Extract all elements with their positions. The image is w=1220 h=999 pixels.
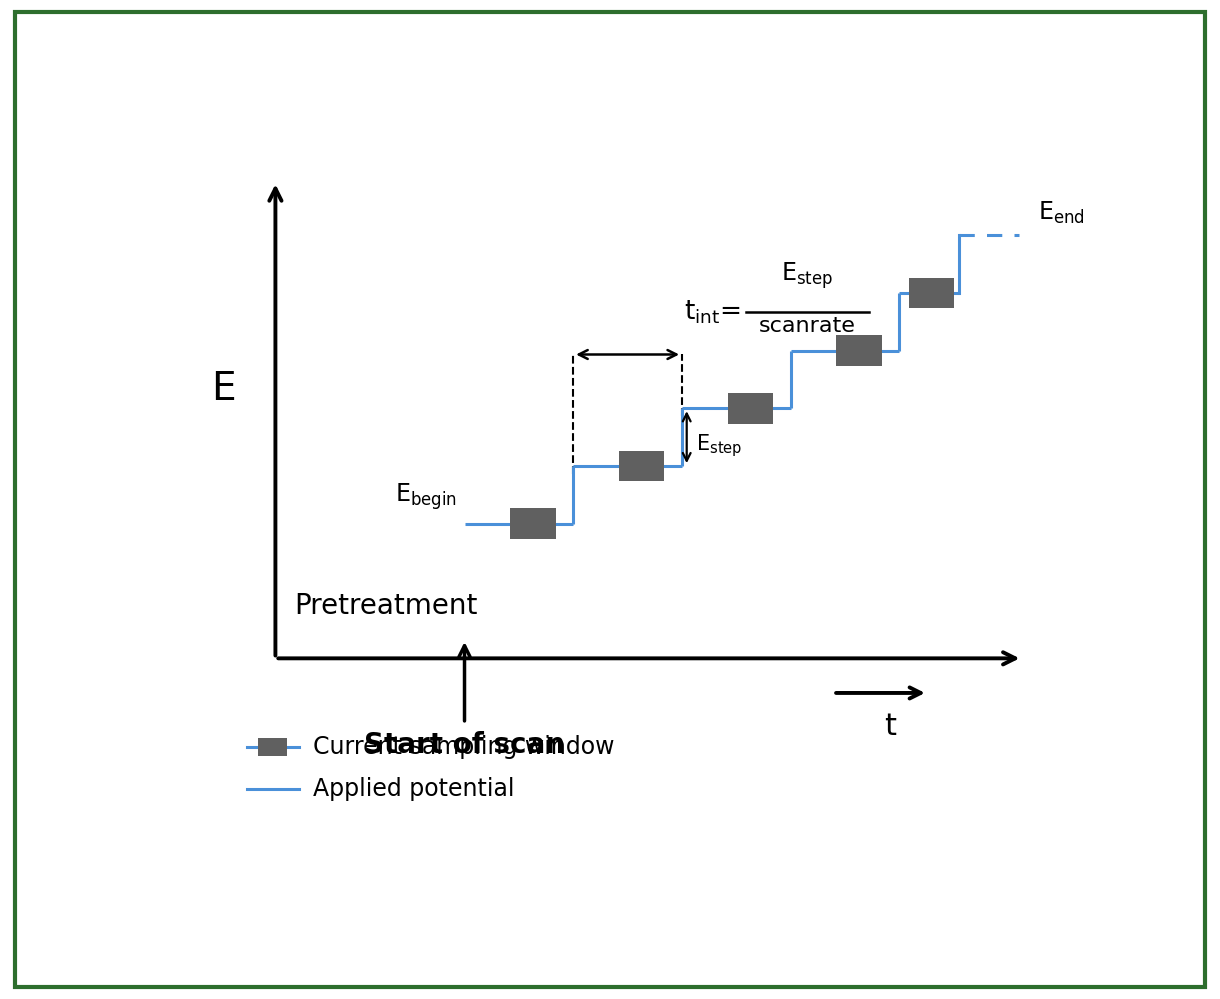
Bar <box>259 737 287 756</box>
Bar <box>837 336 882 366</box>
Text: $\mathrm{E_{step}}$: $\mathrm{E_{step}}$ <box>781 260 833 291</box>
Text: Applied potential: Applied potential <box>314 777 515 801</box>
Bar <box>909 278 954 309</box>
Text: $\mathrm{E_{begin}}$: $\mathrm{E_{begin}}$ <box>395 482 458 512</box>
Text: scanrate: scanrate <box>759 316 855 336</box>
Text: $\mathrm{E_{end}}$: $\mathrm{E_{end}}$ <box>1038 200 1085 226</box>
Text: Pretreatment: Pretreatment <box>294 592 478 620</box>
Text: E: E <box>211 370 235 409</box>
Bar <box>727 393 773 424</box>
Bar <box>619 451 664 482</box>
Text: $\mathrm{t_{int}}$=: $\mathrm{t_{int}}$= <box>684 299 741 326</box>
Bar <box>510 508 555 539</box>
Text: t: t <box>884 712 895 741</box>
Text: Current sampling window: Current sampling window <box>314 735 615 759</box>
Text: $\mathrm{E_{step}}$: $\mathrm{E_{step}}$ <box>697 433 743 460</box>
Text: Start of scan: Start of scan <box>364 731 565 759</box>
